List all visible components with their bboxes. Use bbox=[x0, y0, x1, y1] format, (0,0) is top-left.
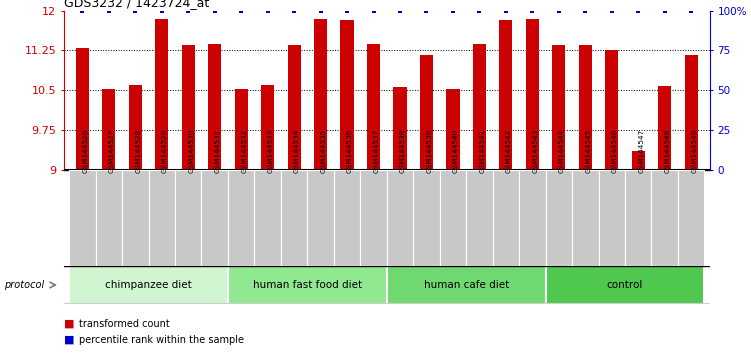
Bar bbox=[446, 89, 460, 170]
Bar bbox=[288, 45, 300, 170]
Bar bbox=[519, 170, 545, 266]
Text: GSM144533: GSM144533 bbox=[267, 129, 273, 173]
Text: GSM144536: GSM144536 bbox=[347, 129, 353, 173]
Bar bbox=[208, 44, 222, 170]
Text: human fast food diet: human fast food diet bbox=[253, 280, 362, 290]
Bar bbox=[340, 20, 354, 170]
Bar bbox=[201, 170, 228, 266]
Text: ■: ■ bbox=[64, 319, 74, 329]
Bar bbox=[545, 170, 572, 266]
Text: protocol: protocol bbox=[4, 280, 44, 290]
Bar bbox=[526, 19, 539, 170]
Text: ■: ■ bbox=[64, 335, 74, 345]
Text: GSM144535: GSM144535 bbox=[321, 129, 327, 173]
Text: human cafe diet: human cafe diet bbox=[424, 280, 508, 290]
Bar bbox=[658, 86, 671, 170]
Bar bbox=[420, 55, 433, 170]
Bar bbox=[579, 45, 592, 170]
Text: GSM144538: GSM144538 bbox=[400, 129, 406, 173]
Text: GSM144545: GSM144545 bbox=[585, 129, 591, 173]
Text: GSM144531: GSM144531 bbox=[215, 129, 221, 173]
Text: control: control bbox=[607, 280, 643, 290]
Bar bbox=[314, 19, 327, 170]
Text: GSM144549: GSM144549 bbox=[691, 129, 697, 173]
Text: GSM144527: GSM144527 bbox=[109, 129, 115, 173]
Bar bbox=[367, 44, 380, 170]
Bar bbox=[572, 170, 599, 266]
Text: GSM144537: GSM144537 bbox=[373, 129, 379, 173]
Bar bbox=[102, 89, 116, 170]
Bar bbox=[387, 266, 545, 304]
Bar bbox=[413, 170, 439, 266]
Bar bbox=[149, 170, 175, 266]
Bar bbox=[473, 44, 486, 170]
Text: GSM144529: GSM144529 bbox=[161, 129, 167, 173]
Bar bbox=[605, 50, 618, 170]
Text: GSM144528: GSM144528 bbox=[135, 129, 141, 173]
Text: GSM144548: GSM144548 bbox=[665, 129, 671, 173]
Bar bbox=[466, 170, 493, 266]
Bar bbox=[599, 170, 625, 266]
Text: GSM144546: GSM144546 bbox=[612, 129, 618, 173]
Text: GSM144539: GSM144539 bbox=[427, 129, 433, 173]
Bar bbox=[261, 85, 274, 170]
Bar bbox=[651, 170, 678, 266]
Text: GSM144543: GSM144543 bbox=[532, 129, 538, 173]
Text: chimpanzee diet: chimpanzee diet bbox=[105, 280, 192, 290]
Bar bbox=[76, 48, 89, 170]
Bar bbox=[334, 170, 360, 266]
Bar bbox=[95, 170, 122, 266]
Text: GSM144547: GSM144547 bbox=[638, 129, 644, 173]
Text: GSM144532: GSM144532 bbox=[241, 129, 247, 173]
Bar bbox=[228, 170, 255, 266]
Text: GSM144540: GSM144540 bbox=[453, 129, 459, 173]
Bar bbox=[255, 170, 281, 266]
Bar bbox=[678, 170, 704, 266]
Bar bbox=[545, 266, 704, 304]
Bar bbox=[234, 89, 248, 170]
Bar bbox=[175, 170, 201, 266]
Bar bbox=[632, 152, 645, 170]
Text: GSM144544: GSM144544 bbox=[559, 129, 565, 173]
Bar bbox=[387, 170, 413, 266]
Bar bbox=[394, 86, 406, 170]
Text: GSM144530: GSM144530 bbox=[189, 129, 195, 173]
Bar bbox=[228, 266, 387, 304]
Text: transformed count: transformed count bbox=[79, 319, 170, 329]
Bar bbox=[69, 266, 228, 304]
Bar bbox=[307, 170, 334, 266]
Bar bbox=[625, 170, 651, 266]
Bar bbox=[685, 55, 698, 170]
Text: GSM144542: GSM144542 bbox=[506, 129, 512, 173]
Bar bbox=[552, 45, 566, 170]
Bar bbox=[155, 19, 168, 170]
Text: GDS3232 / 1423724_at: GDS3232 / 1423724_at bbox=[64, 0, 209, 10]
Bar bbox=[281, 170, 307, 266]
Text: GSM144541: GSM144541 bbox=[479, 129, 485, 173]
Bar bbox=[439, 170, 466, 266]
Bar bbox=[69, 170, 95, 266]
Bar bbox=[182, 45, 195, 170]
Bar bbox=[122, 170, 149, 266]
Bar bbox=[493, 170, 519, 266]
Text: GSM144526: GSM144526 bbox=[83, 129, 89, 173]
Bar bbox=[499, 20, 512, 170]
Text: percentile rank within the sample: percentile rank within the sample bbox=[79, 335, 244, 345]
Bar bbox=[360, 170, 387, 266]
Bar bbox=[128, 85, 142, 170]
Text: GSM144534: GSM144534 bbox=[294, 129, 300, 173]
